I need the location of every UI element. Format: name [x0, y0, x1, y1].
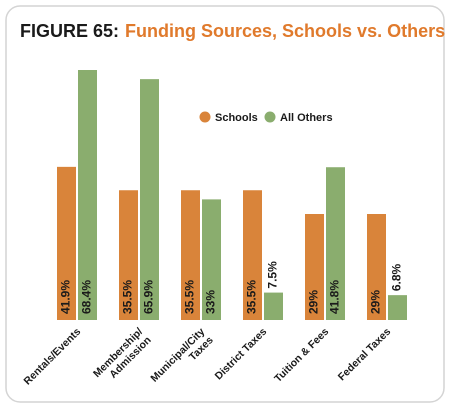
bar	[326, 167, 345, 320]
bar	[140, 79, 159, 321]
bar	[202, 199, 221, 320]
bar	[119, 190, 138, 320]
value-label: 6.8%	[390, 263, 404, 291]
legend-swatch	[264, 111, 276, 123]
value-label: 65.9%	[142, 280, 156, 314]
value-label: 7.5%	[266, 261, 280, 289]
bar	[305, 214, 324, 320]
value-label: 35.5%	[183, 280, 197, 314]
value-label: 29%	[307, 290, 321, 314]
value-label: 41.8%	[328, 280, 342, 314]
value-label: 35.5%	[245, 280, 259, 314]
bar	[264, 292, 283, 320]
value-label: 41.9%	[59, 280, 73, 314]
legend-label: All Others	[280, 112, 333, 124]
value-label: 35.5%	[121, 280, 135, 314]
bar	[367, 214, 386, 320]
bar	[78, 70, 97, 320]
bar	[388, 295, 407, 320]
legend-swatch	[199, 111, 211, 123]
legend-label: Schools	[215, 112, 258, 124]
bar	[243, 190, 262, 320]
value-label: 68.4%	[80, 280, 94, 314]
chart-title: Funding Sources, Schools vs. Others	[125, 21, 445, 41]
figure-label: FIGURE 65:	[20, 21, 119, 41]
value-label: 33%	[204, 290, 218, 314]
value-label: 29%	[369, 290, 383, 314]
bar	[57, 166, 76, 320]
bar	[181, 190, 200, 320]
